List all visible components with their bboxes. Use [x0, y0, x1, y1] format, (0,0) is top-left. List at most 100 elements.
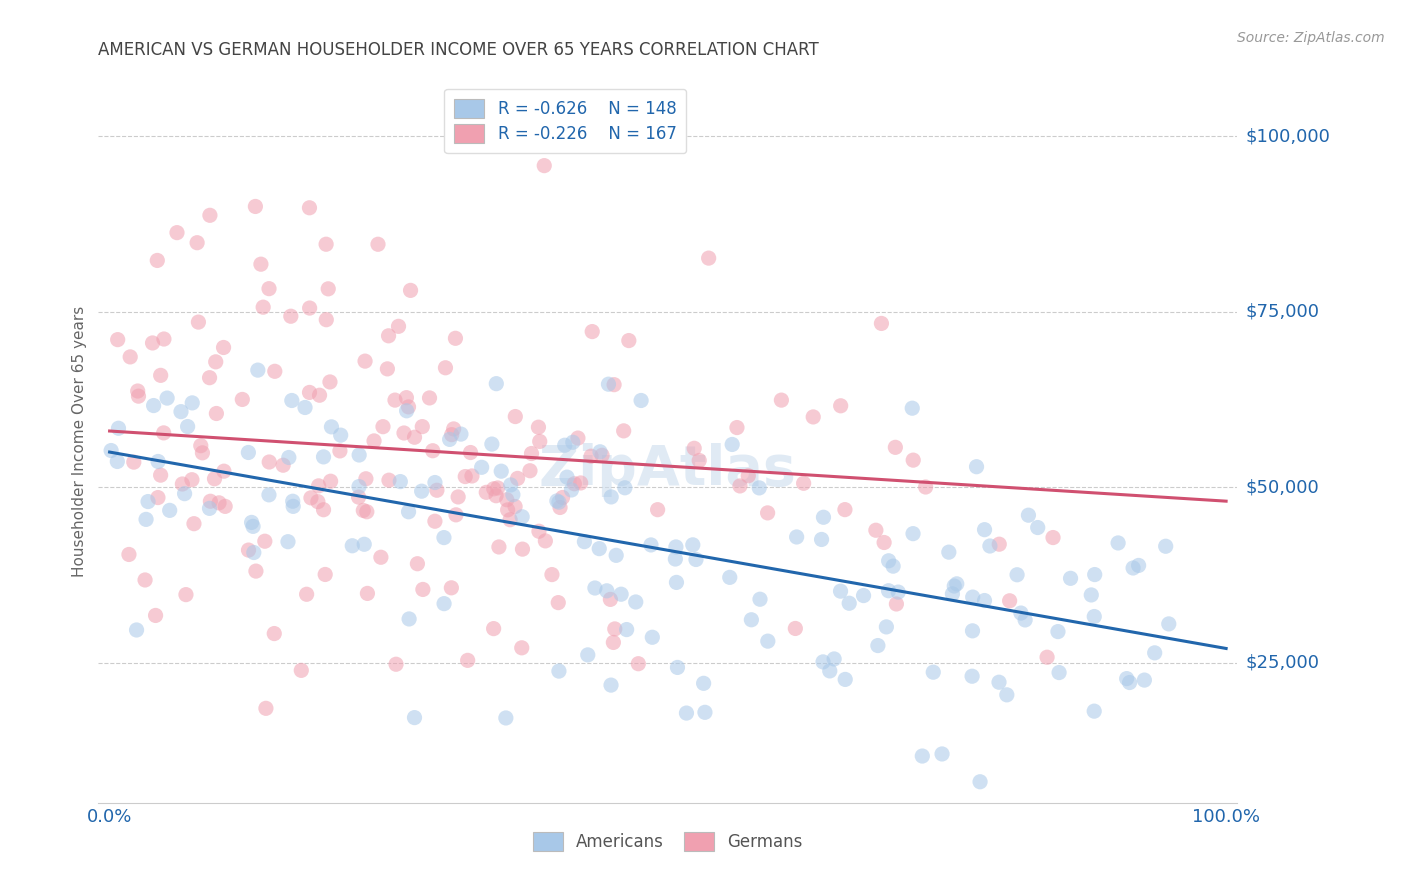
- Point: [589, 445, 612, 459]
- Point: [250, 257, 273, 271]
- Point: [146, 253, 169, 268]
- Point: [384, 393, 406, 408]
- Point: [581, 325, 603, 339]
- Point: [605, 549, 627, 563]
- Point: [499, 478, 522, 492]
- Point: [875, 620, 897, 634]
- Point: [740, 613, 762, 627]
- Point: [943, 579, 966, 593]
- Point: [315, 237, 337, 252]
- Point: [245, 199, 267, 213]
- Point: [329, 444, 352, 458]
- Point: [749, 592, 772, 607]
- Point: [1059, 571, 1081, 585]
- Point: [1047, 665, 1070, 680]
- Point: [527, 420, 550, 434]
- Point: [588, 541, 610, 556]
- Point: [377, 362, 399, 376]
- Point: [1026, 520, 1049, 534]
- Point: [966, 459, 988, 474]
- Point: [422, 443, 444, 458]
- Point: [1143, 646, 1166, 660]
- Point: [208, 496, 231, 510]
- Text: Source: ZipAtlas.com: Source: ZipAtlas.com: [1237, 31, 1385, 45]
- Point: [1118, 675, 1140, 690]
- Point: [172, 477, 194, 491]
- Point: [527, 524, 550, 539]
- Point: [548, 500, 571, 515]
- Point: [748, 481, 770, 495]
- Point: [641, 630, 664, 644]
- Point: [610, 587, 633, 601]
- Point: [253, 534, 276, 549]
- Point: [475, 485, 498, 500]
- Point: [404, 430, 426, 444]
- Point: [823, 652, 845, 666]
- Text: $25,000: $25,000: [1246, 654, 1320, 672]
- Point: [485, 489, 508, 503]
- Point: [877, 554, 900, 568]
- Point: [830, 399, 852, 413]
- Point: [159, 503, 181, 517]
- Point: [506, 471, 529, 485]
- Point: [485, 376, 508, 391]
- Point: [852, 589, 875, 603]
- Point: [482, 622, 505, 636]
- Point: [697, 251, 720, 265]
- Point: [252, 300, 274, 314]
- Point: [454, 469, 477, 483]
- Point: [181, 473, 204, 487]
- Point: [257, 455, 280, 469]
- Point: [598, 377, 620, 392]
- Point: [125, 623, 148, 637]
- Point: [945, 577, 967, 591]
- Point: [294, 401, 316, 415]
- Point: [316, 282, 339, 296]
- Point: [356, 505, 378, 519]
- Point: [231, 392, 253, 407]
- Point: [665, 575, 688, 590]
- Point: [901, 401, 924, 416]
- Point: [240, 516, 263, 530]
- Point: [149, 368, 172, 383]
- Point: [204, 355, 226, 369]
- Point: [569, 475, 592, 490]
- Point: [107, 333, 129, 347]
- Point: [1084, 567, 1107, 582]
- Point: [1036, 650, 1059, 665]
- Point: [198, 208, 221, 222]
- Point: [1107, 536, 1129, 550]
- Point: [146, 491, 169, 505]
- Point: [329, 428, 352, 442]
- Point: [529, 434, 551, 449]
- Point: [534, 533, 557, 548]
- Point: [174, 588, 197, 602]
- Point: [600, 678, 623, 692]
- Point: [630, 393, 652, 408]
- Point: [1046, 624, 1069, 639]
- Point: [600, 490, 623, 504]
- Point: [548, 495, 571, 509]
- Point: [599, 592, 621, 607]
- Point: [502, 488, 524, 502]
- Point: [315, 312, 337, 326]
- Point: [212, 341, 235, 355]
- Point: [307, 494, 329, 508]
- Point: [793, 476, 815, 491]
- Point: [152, 425, 174, 440]
- Point: [647, 502, 669, 516]
- Point: [830, 584, 852, 599]
- Point: [238, 445, 260, 459]
- Point: [433, 531, 456, 545]
- Point: [352, 503, 374, 517]
- Point: [283, 500, 305, 514]
- Point: [914, 480, 936, 494]
- Point: [973, 523, 995, 537]
- Point: [1080, 588, 1102, 602]
- Point: [887, 585, 910, 599]
- Point: [617, 334, 640, 348]
- Point: [395, 404, 418, 418]
- Point: [551, 491, 574, 505]
- Point: [481, 437, 503, 451]
- Point: [176, 419, 198, 434]
